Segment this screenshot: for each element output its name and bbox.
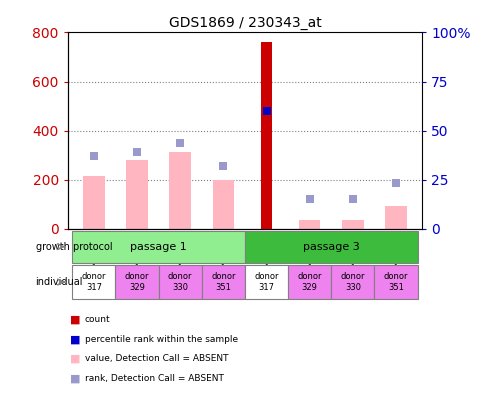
Bar xyxy=(158,265,201,299)
Bar xyxy=(244,265,287,299)
Text: donor
351: donor 351 xyxy=(211,272,235,292)
Bar xyxy=(169,151,191,229)
Bar xyxy=(331,265,374,299)
Text: donor
351: donor 351 xyxy=(383,272,408,292)
Text: donor
330: donor 330 xyxy=(340,272,364,292)
Text: passage 1: passage 1 xyxy=(130,242,186,252)
Text: count: count xyxy=(85,315,110,324)
Text: percentile rank within the sample: percentile rank within the sample xyxy=(85,335,238,344)
Text: ■: ■ xyxy=(70,315,80,325)
Text: donor
317: donor 317 xyxy=(254,272,278,292)
Title: GDS1869 / 230343_at: GDS1869 / 230343_at xyxy=(168,16,320,30)
Bar xyxy=(212,180,234,229)
Text: ■: ■ xyxy=(70,354,80,364)
Text: donor
329: donor 329 xyxy=(124,272,149,292)
Text: rank, Detection Call = ABSENT: rank, Detection Call = ABSENT xyxy=(85,374,223,383)
Bar xyxy=(384,206,406,229)
Text: individual: individual xyxy=(35,277,83,287)
Bar xyxy=(287,265,331,299)
Bar xyxy=(298,220,320,229)
Text: donor
329: donor 329 xyxy=(297,272,321,292)
Bar xyxy=(72,265,115,299)
Text: ■: ■ xyxy=(70,373,80,383)
Bar xyxy=(72,231,244,262)
Bar xyxy=(260,42,272,229)
Bar xyxy=(244,231,417,262)
Text: donor
317: donor 317 xyxy=(81,272,106,292)
Text: donor
330: donor 330 xyxy=(167,272,192,292)
Text: ■: ■ xyxy=(70,335,80,344)
Bar xyxy=(201,265,244,299)
Bar xyxy=(374,265,417,299)
Text: growth protocol: growth protocol xyxy=(35,242,112,252)
Bar xyxy=(341,220,363,229)
Bar xyxy=(115,265,158,299)
Text: passage 3: passage 3 xyxy=(302,242,359,252)
Bar xyxy=(126,160,148,229)
Bar xyxy=(83,176,105,229)
Text: value, Detection Call = ABSENT: value, Detection Call = ABSENT xyxy=(85,354,228,363)
